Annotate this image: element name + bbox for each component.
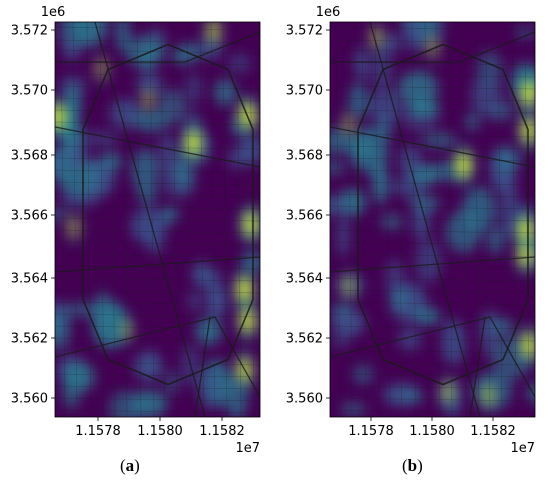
hotspot: [62, 207, 85, 247]
arterial-road: [55, 126, 260, 168]
y-offset-label: 1e6: [41, 5, 66, 20]
x-tick-label: 1.1580: [409, 424, 455, 439]
arterial-road: [489, 316, 535, 398]
x-tick-label: 1.1578: [348, 424, 394, 439]
hotspot: [421, 27, 444, 66]
y-tick-label: 3.564: [286, 272, 323, 287]
hotspot: [515, 321, 535, 369]
caption-letter: b: [407, 456, 418, 475]
arterial-road: [369, 22, 481, 417]
hotspot: [236, 200, 260, 248]
arterial-road: [330, 256, 535, 273]
caption-letter: a: [125, 456, 135, 475]
y-tick-label: 3.562: [11, 332, 48, 347]
arterial-road: [459, 31, 535, 63]
y-tick-label: 3.568: [286, 149, 323, 164]
panel-a: 3.572 3.570 3.568 3.566 3.564 3.562 3.560 1.157…: [11, 5, 261, 476]
hotspot: [365, 22, 388, 58]
y-offset-label: 1e6: [316, 5, 341, 20]
plot-frame: [329, 21, 536, 418]
road-network: [55, 22, 260, 417]
arterial-road: [214, 316, 260, 398]
y-tick-label: 3.560: [286, 392, 323, 407]
y-tick-label: 3.564: [11, 272, 48, 287]
arterial-road: [184, 31, 260, 63]
hotspot: [436, 372, 460, 413]
x-tick-label: 1.1578: [75, 424, 121, 439]
arterial-road: [194, 316, 211, 417]
arterial-road: [469, 316, 486, 417]
caption-close: ): [417, 456, 423, 475]
y-tick-label: 3.572: [286, 24, 323, 39]
x-tick-label: 1.1580: [137, 424, 183, 439]
hotspot: [90, 49, 113, 88]
x-offset-label: 1e7: [510, 441, 535, 456]
x-tick-label: 1.1582: [199, 424, 245, 439]
x-tick-label: 1.1582: [470, 424, 516, 439]
hotspot: [514, 69, 535, 118]
plot-frame: [54, 21, 261, 418]
caption-open: (: [120, 456, 126, 475]
hotspot: [515, 107, 535, 155]
hotspot: [476, 375, 501, 416]
arterial-road: [330, 126, 535, 168]
density-map-a: 3.572 3.570 3.568 3.566 3.564 3.562 3.560 1.157…: [11, 5, 261, 456]
density-map-b: 3.572 3.570 3.568 3.566 3.564 3.562 3.560 1.157…: [286, 5, 536, 456]
arterial-road: [94, 22, 206, 417]
y-tick-label: 3.566: [11, 209, 48, 224]
hotspot: [512, 232, 535, 279]
caption-b: (b): [402, 456, 423, 476]
y-tick-label: 3.560: [11, 392, 48, 407]
x-offset-label: 1e7: [235, 441, 260, 456]
y-tick-label: 3.566: [286, 209, 323, 224]
hotspot: [137, 80, 160, 119]
hotspot: [115, 311, 138, 349]
hotspot: [55, 92, 73, 141]
ring-road: [82, 43, 254, 386]
hotspot: [233, 297, 260, 345]
y-tick-label: 3.572: [11, 24, 48, 39]
y-tick-label: 3.570: [286, 84, 323, 99]
arterial-road: [55, 316, 216, 358]
caption-close: ): [134, 456, 140, 475]
hotspot: [337, 266, 360, 306]
panel-b: 3.572 3.570 3.568 3.566 3.564 3.562 3.560 1.157…: [275, 0, 550, 485]
road-network: [330, 22, 535, 417]
hotspot: [337, 105, 360, 144]
caption-open: (: [402, 456, 408, 475]
hotspot: [201, 22, 226, 53]
ring-road: [357, 43, 529, 386]
y-tick-label: 3.562: [286, 332, 323, 347]
caption-a: (a): [120, 456, 140, 476]
y-tick-label: 3.568: [11, 149, 48, 164]
y-tick-label: 3.570: [11, 84, 48, 99]
arterial-road: [330, 316, 491, 358]
arterial-road: [55, 256, 260, 273]
